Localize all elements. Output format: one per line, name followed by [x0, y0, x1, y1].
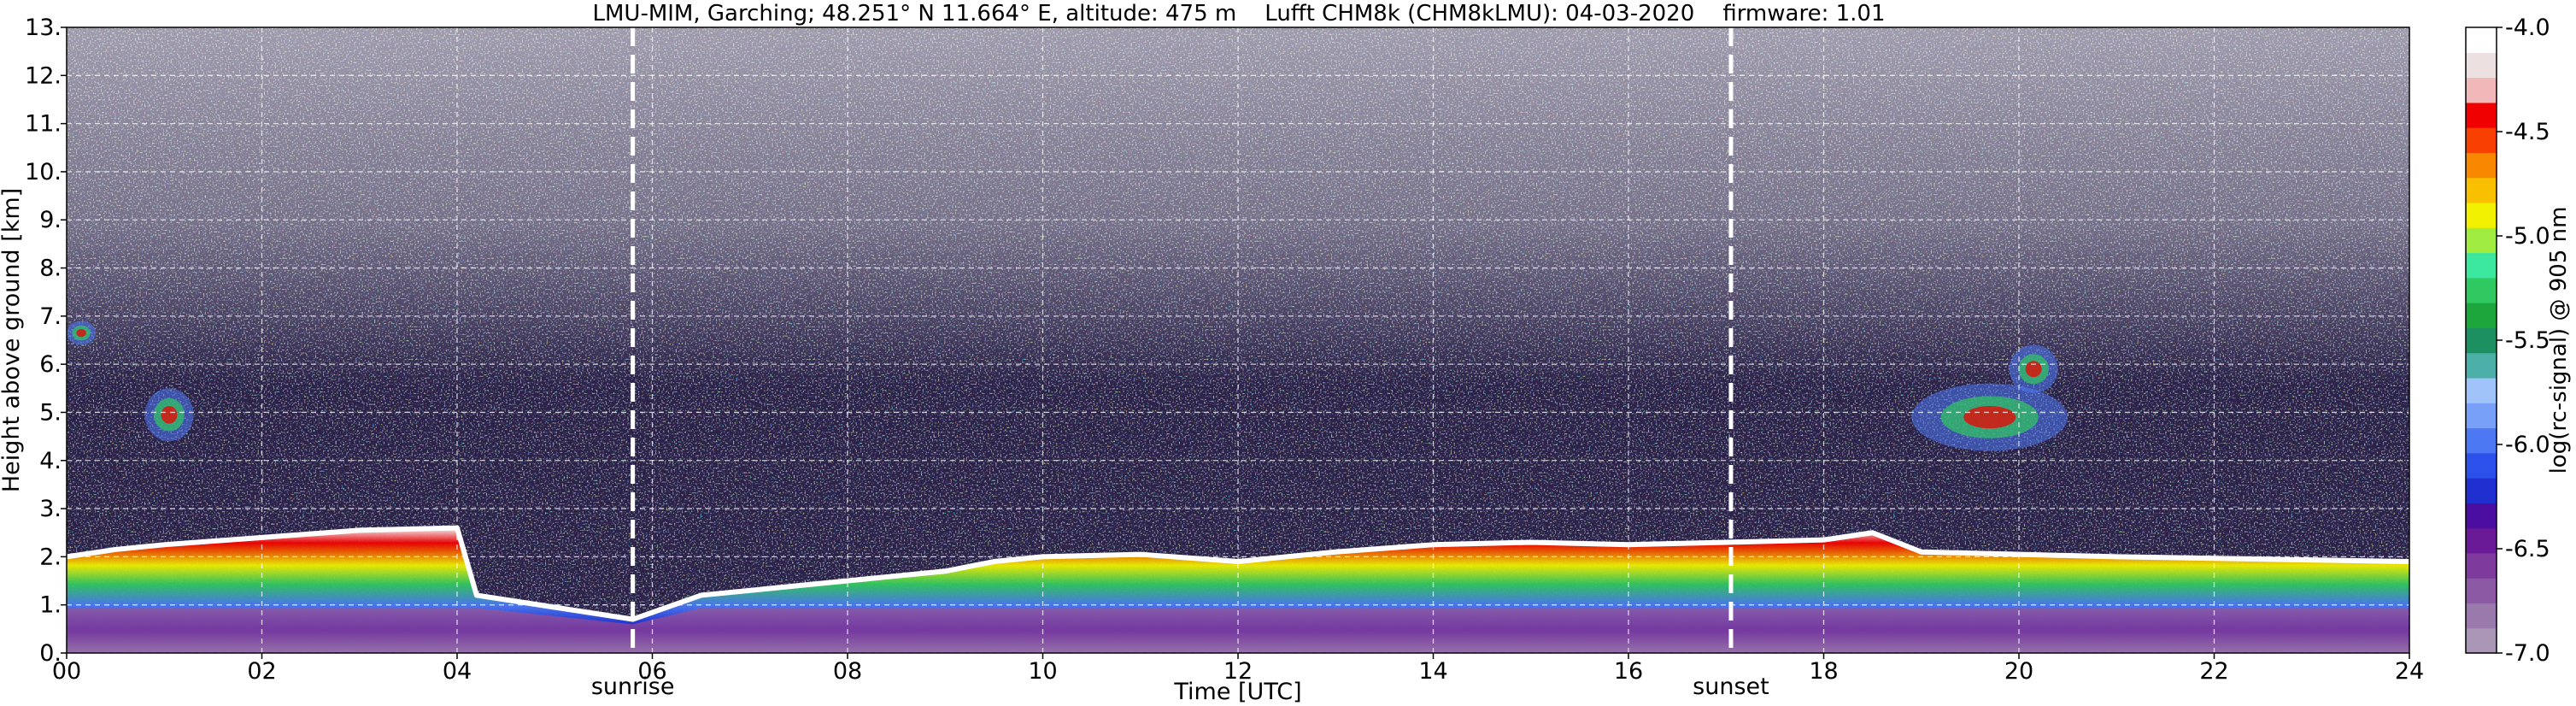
chart-title: LMU-MIM, Garching; 48.251° N 11.664° E, …: [593, 1, 1886, 26]
colorbar-segment: [2466, 503, 2497, 529]
colorbar-tick-label: -5.0: [2505, 223, 2550, 250]
colorbar-segment: [2466, 478, 2497, 503]
colorbar-tick-label: -4.5: [2505, 119, 2550, 145]
plot-area: [67, 27, 2409, 653]
colorbar-segment: [2466, 552, 2497, 579]
colorbar-segment: [2466, 252, 2497, 279]
colorbar-segment: [2466, 327, 2497, 354]
colorbar-segment: [2466, 152, 2497, 179]
layer-core: [76, 328, 86, 338]
x-tick-label: 02: [247, 658, 276, 685]
layer-core: [1963, 405, 2016, 429]
x-tick-label: 04: [443, 658, 472, 685]
x-tick-label: 16: [1614, 658, 1643, 685]
colorbar-segment: [2466, 603, 2497, 629]
elevated-aerosol-layer: [144, 388, 194, 442]
y-tick-label: 9.: [39, 207, 62, 233]
annotation-label-sunset: sunset: [1693, 674, 1769, 700]
y-tick-label: 4.: [39, 448, 62, 474]
x-tick-label: 20: [2004, 658, 2033, 685]
y-tick-label: 5.: [39, 399, 62, 426]
y-tick-label: 1.: [39, 592, 62, 619]
x-tick-label: 18: [1809, 658, 1838, 685]
x-tick-label: 06: [637, 658, 666, 685]
colorbar-segment: [2466, 377, 2497, 403]
annotation-labels: sunrise sunset: [591, 674, 1769, 700]
colorbar-tick-label: -5.5: [2505, 327, 2550, 354]
y-axis-label: Height above ground [km]: [0, 188, 25, 492]
y-tick-label: 10.: [25, 159, 62, 185]
colorbar-segment: [2466, 627, 2497, 654]
colorbar-segment: [2466, 227, 2497, 254]
colorbar-segment: [2466, 427, 2497, 454]
colorbar-segment: [2466, 52, 2497, 79]
y-tick-label: 8.: [39, 256, 62, 282]
colorbar-tick-label: -6.0: [2505, 432, 2550, 458]
colorbar-segment: [2466, 27, 2497, 53]
x-tick-label: 22: [2199, 658, 2228, 685]
elevated-aerosol-layer: [2009, 344, 2058, 393]
y-tick-label: 13.: [25, 15, 62, 41]
colorbar-segment: [2466, 527, 2497, 554]
x-tick-label: 14: [1418, 658, 1447, 685]
y-tick-label: 12.: [25, 62, 62, 89]
x-tick-label: 10: [1028, 658, 1057, 685]
x-tick-label: 24: [2395, 658, 2424, 685]
colorbar-segment: [2466, 352, 2497, 379]
y-tick-label: 2.: [39, 544, 62, 570]
colorbar-segment: [2466, 303, 2497, 328]
y-ticks: 0. 1. 2. 3. 4. 5. 6. 7. 8. 9. 10. 11. 12. 13.: [25, 15, 67, 667]
layer-core: [2025, 361, 2042, 378]
x-tick-label: 00: [52, 658, 81, 685]
colorbar-segment: [2466, 452, 2497, 479]
colorbar-label: log(rc-signal) @ 905 nm: [2546, 207, 2572, 474]
annotation-lines: [631, 27, 1734, 653]
colorbar-tick-label: -7.0: [2505, 640, 2550, 667]
colorbar-segment: [2466, 77, 2497, 103]
colorbar-segment: [2466, 127, 2497, 153]
elevated-aerosol-layer: [67, 321, 97, 345]
annotation-label-sunrise: sunrise: [591, 674, 675, 700]
elevated-aerosol-layer: [1911, 383, 2068, 451]
colorbar-segment: [2466, 578, 2497, 604]
colorbar: -7.0 -6.5 -6.0 -5.5 -5.0 -4.5 -4.0: [2465, 15, 2550, 667]
colorbar-segment: [2466, 202, 2497, 228]
boundary-layer-top-line: [67, 525, 2409, 622]
colorbar-tick-label: -4.0: [2505, 15, 2550, 41]
y-tick-label: 6.: [39, 351, 62, 378]
y-tick-label: 7.: [39, 303, 62, 330]
x-tick-label: 12: [1223, 658, 1253, 685]
y-tick-label: 11.: [25, 111, 62, 138]
gridlines: [67, 27, 2409, 653]
colorbar-segment: [2466, 403, 2497, 429]
layer-core: [161, 405, 178, 424]
x-tick-label: 08: [833, 658, 862, 685]
x-axis-label: Time [UTC]: [1173, 679, 1301, 705]
y-tick-label: 3.: [39, 496, 62, 522]
colorbar-tick-label: -6.5: [2505, 536, 2550, 562]
colorbar-segment: [2466, 177, 2497, 203]
colorbar-segment: [2466, 102, 2497, 128]
y-tick-label: 0.: [39, 640, 62, 667]
x-ticks: 00 02 04 06 08 10 12 14 16 18 20 22 24: [52, 653, 2424, 685]
colorbar-segment: [2466, 277, 2497, 303]
